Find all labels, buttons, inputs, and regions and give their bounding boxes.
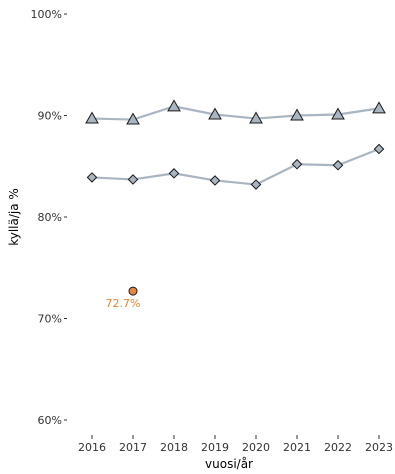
y-axis-title: kyllä/ja % <box>7 188 21 246</box>
x-tick-label: 2020 <box>242 441 270 454</box>
triangle-marker <box>126 112 140 125</box>
diamond-marker <box>250 179 262 190</box>
y-tick-label: 100% <box>31 8 62 21</box>
triangle-marker <box>208 107 222 120</box>
triangle-marker <box>167 99 181 112</box>
series-line-diamond <box>91 147 380 186</box>
diamond-marker <box>209 175 221 186</box>
y-tick-label: 80% <box>38 211 62 224</box>
diamond-marker <box>291 158 303 170</box>
x-tick-label: 2019 <box>201 441 229 454</box>
x-tick-label: 2017 <box>119 441 147 454</box>
triangle-marker <box>85 111 99 124</box>
triangle-marker <box>249 111 263 124</box>
highlight-point-marker <box>128 286 138 296</box>
triangle-marker <box>372 101 386 114</box>
x-tick-label: 2023 <box>365 441 393 454</box>
x-tick-label: 2016 <box>78 441 106 454</box>
triangle-marker <box>290 108 304 121</box>
highlight-point-label: 72.7% <box>106 297 141 310</box>
x-tick-label: 2021 <box>283 441 311 454</box>
x-axis-title: vuosi/år <box>205 457 253 471</box>
diamond-marker <box>332 159 344 171</box>
diamond-marker <box>373 143 385 155</box>
y-tick-label: 70% <box>38 313 62 326</box>
diamond-marker <box>86 172 98 183</box>
triangle-marker <box>331 107 345 120</box>
diamond-marker <box>168 168 180 179</box>
y-tick-label: 90% <box>38 110 62 123</box>
y-tick-label: 60% <box>38 414 62 427</box>
x-tick-label: 2018 <box>160 441 188 454</box>
x-tick-label: 2022 <box>324 441 352 454</box>
diamond-marker <box>127 174 139 185</box>
series-line-triangle <box>91 105 380 121</box>
